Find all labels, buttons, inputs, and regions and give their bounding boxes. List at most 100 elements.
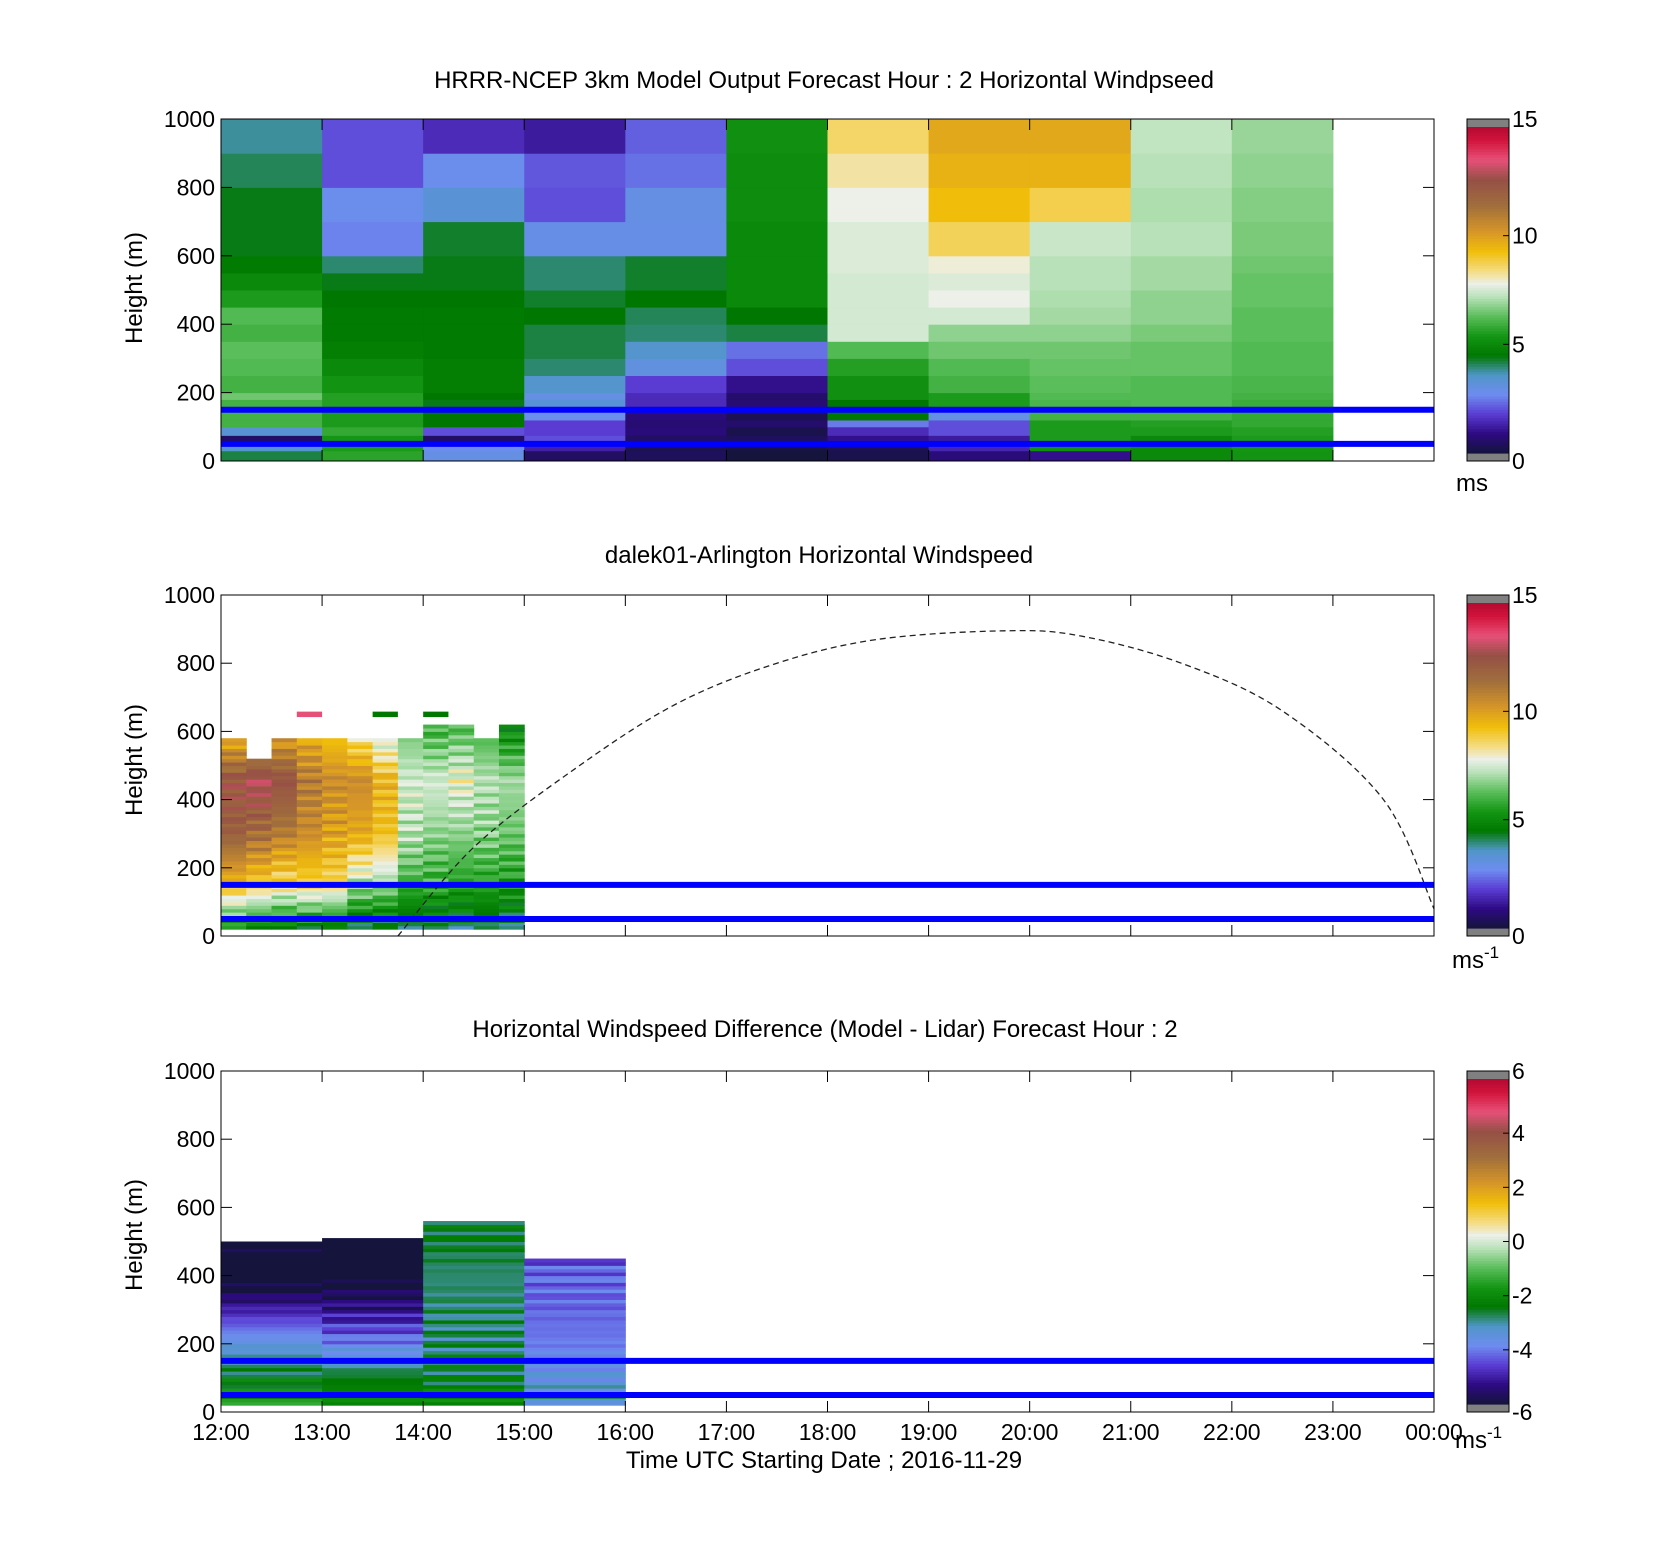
heatmap-cell: [221, 1340, 323, 1345]
colorbar-swatch: [1467, 189, 1509, 193]
heatmap-cell: [221, 435, 323, 441]
colorbar-swatch: [1467, 1252, 1509, 1256]
heatmap-difference: [221, 1221, 626, 1406]
colorbar-swatch: [1467, 1287, 1509, 1291]
heatmap-cell: [498, 813, 525, 818]
colorbar-tick-label: 5: [1512, 331, 1525, 357]
heatmap-cell: [322, 187, 424, 223]
colorbar-swatch: [1467, 357, 1509, 362]
heatmap-cell: [271, 745, 298, 749]
heatmap-cell: [1231, 358, 1334, 376]
heatmap-cell: [221, 1309, 323, 1314]
heatmap-cell: [221, 1398, 323, 1403]
heatmap-cell: [246, 768, 273, 773]
heatmap-cell: [473, 803, 500, 807]
heatmap-cell: [347, 850, 374, 855]
heatmap-cell: [372, 782, 399, 787]
heatmap-cell: [347, 799, 374, 804]
heatmap-cell: [296, 891, 323, 896]
heatmap-cell: [246, 772, 273, 777]
colorbar-swatch: [1467, 428, 1509, 432]
heatmap-cell: [372, 799, 399, 804]
heatmap-cell: [246, 809, 273, 814]
heatmap-cell: [726, 272, 828, 291]
heatmap-cell: [423, 1371, 525, 1375]
heatmap-cell: [423, 768, 449, 773]
heatmap-cell: [397, 823, 424, 828]
heatmap-cell: [246, 901, 273, 906]
heatmap-cell: [221, 806, 247, 811]
heatmap-cell: [347, 840, 374, 845]
heatmap-cell: [423, 854, 449, 859]
heatmap-cell: [1029, 255, 1132, 274]
colorbar-swatch: [1467, 276, 1509, 280]
heatmap-cell: [372, 901, 399, 906]
colorbar-swatch: [1467, 203, 1509, 207]
heatmap-cell: [524, 1279, 626, 1283]
heatmap-cell: [221, 789, 247, 794]
colorbar-swatch: [1467, 412, 1509, 416]
heatmap-cell: [448, 826, 475, 831]
heatmap-cell: [1029, 443, 1132, 452]
heatmap-cell: [322, 1330, 424, 1335]
heatmap-cell: [221, 741, 247, 746]
heatmap-cell: [221, 840, 247, 845]
panel-title-difference: Horizontal Windspeed Difference (Model -…: [472, 1016, 1177, 1043]
colorbar-swatch: [1467, 695, 1509, 699]
colorbar-unit-difference-sup: -1: [1487, 1423, 1502, 1442]
heatmap-cell: [1130, 221, 1233, 257]
heatmap-cell: [397, 843, 424, 848]
heatmap-cell: [498, 779, 525, 784]
colorbar-swatch: [1467, 224, 1509, 229]
heatmap-cell: [423, 1221, 525, 1225]
heatmap-cell: [271, 779, 298, 784]
colorbar-swatch: [1467, 670, 1509, 675]
heatmap-cell: [423, 755, 449, 760]
colorbar-swatch: [1467, 684, 1509, 688]
heatmap-cell: [347, 874, 374, 879]
y-axis-label-difference: Height (m): [121, 1179, 148, 1291]
heatmap-cell: [296, 871, 323, 876]
x-axis-label: Time UTC Starting Date ; 2016-11-29: [626, 1447, 1022, 1474]
colorbar-swatch: [1467, 835, 1509, 840]
heatmap-cell: [271, 901, 298, 906]
heatmap-cell: [271, 843, 298, 848]
heatmap-cell: [322, 772, 348, 777]
heatmap-cell: [498, 816, 525, 821]
heatmap-cell: [221, 755, 247, 760]
heatmap-cell: [397, 864, 424, 869]
heatmap-cell: [448, 857, 475, 862]
colorbar-swatch: [1467, 1217, 1509, 1221]
heatmap-cell: [347, 738, 374, 743]
colorbar-swatch: [1467, 385, 1509, 389]
colorbar-swatch: [1467, 417, 1509, 421]
heatmap-cell: [322, 803, 348, 807]
axes-model: 0 200 400 600 800 1000: [164, 106, 1435, 474]
heatmap-cell: [372, 837, 399, 842]
heatmap-cell: [498, 854, 525, 859]
heatmap-cell: [423, 772, 449, 777]
heatmap-cell: [423, 738, 449, 743]
colorbar-swatch: [1467, 605, 1509, 610]
heatmap-cell: [448, 751, 475, 756]
heatmap-cell: [296, 779, 323, 784]
colorbar-swatch: [1467, 689, 1509, 693]
heatmap-cell: [271, 833, 298, 838]
heatmap-cell: [827, 375, 930, 394]
heatmap-cell: [473, 741, 500, 746]
heatmap-cell: [221, 341, 323, 359]
colorbar-swatch: [1467, 1176, 1509, 1180]
colorbar-swatch: [1467, 1152, 1509, 1156]
colorbar-swatch: [1467, 1255, 1509, 1259]
heatmap-cell: [347, 895, 374, 899]
heatmap-cell: [524, 119, 626, 154]
heatmap-cell: [423, 1374, 525, 1379]
heatmap-cell: [296, 840, 323, 845]
colorbar-swatch: [1467, 917, 1509, 921]
colorbar-swatch: [1467, 1320, 1509, 1324]
colorbar-swatch: [1467, 854, 1509, 859]
heatmap-cell: [1130, 375, 1233, 394]
colorbar-swatch: [1467, 697, 1509, 702]
heatmap-cell: [347, 898, 374, 903]
colorbar-swatch: [1467, 368, 1509, 373]
